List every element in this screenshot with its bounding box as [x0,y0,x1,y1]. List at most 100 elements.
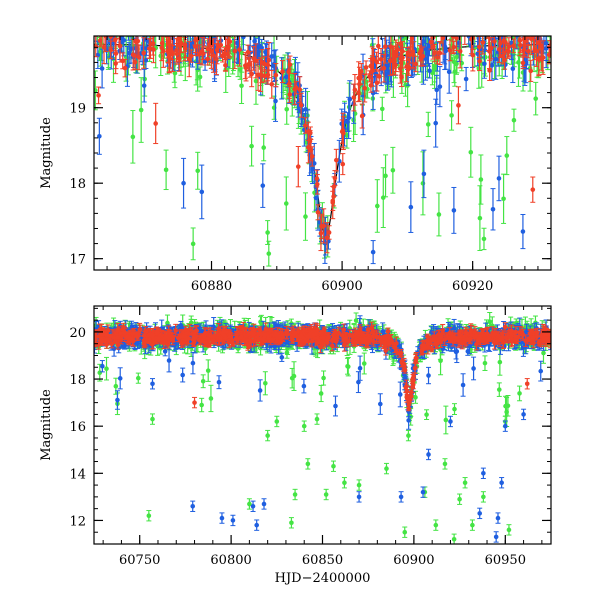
data-point [321,223,327,229]
data-point [163,167,169,173]
data-point [503,40,508,45]
data-point [95,30,100,35]
data-point [454,36,459,41]
data-point [543,24,548,29]
data-point [287,62,293,67]
data-point [220,53,225,59]
data-point [120,58,126,64]
data-point [451,44,456,50]
data-point [490,206,496,212]
data-point [367,74,372,79]
data-point [477,58,482,64]
data-point [431,31,436,36]
data-point [279,76,284,81]
data-point [489,63,495,68]
data-point [186,31,191,36]
data-point [130,52,136,58]
data-point [446,69,452,75]
data-point [243,63,248,68]
data-point [363,65,369,70]
data-point [516,31,521,36]
data-point [203,36,205,37]
data-point [443,417,449,423]
data-point [161,48,166,53]
data-point [138,107,144,113]
data-point [482,31,487,36]
data-point [181,29,186,34]
data-point [454,61,459,67]
data-point [510,23,515,28]
data-point [468,149,474,155]
data-point [298,102,304,108]
data-point [440,36,446,41]
data-point [530,15,535,20]
data-point [234,40,240,46]
data-point [407,52,413,58]
data-point [546,52,551,58]
data-point [205,46,211,52]
data-point [334,157,339,163]
y-tick-label: 18 [69,177,86,192]
data-point [195,168,201,174]
x-tick-label: 60880 [191,279,232,294]
data-point [547,22,552,27]
data-point [362,85,368,91]
data-point [356,90,361,96]
data-point [347,96,353,102]
data-point [477,215,483,221]
data-point [379,106,385,112]
data-point [122,65,128,71]
data-point [315,210,321,215]
data-point [99,49,104,55]
data-point [249,143,254,149]
data-point [241,36,246,40]
data-point [227,39,233,44]
data-point [261,145,267,150]
data-point [181,180,186,186]
data-point [399,74,404,80]
data-point [306,294,311,299]
data-point [113,29,118,34]
data-point [457,48,463,54]
data-point [332,175,338,181]
data-point [318,230,324,236]
data-point [249,71,254,77]
data-point [283,74,289,80]
data-point [531,25,536,30]
data-point [180,21,185,26]
data-point [518,42,523,48]
data-point [326,230,332,235]
data-point [413,61,419,67]
data-point [443,22,448,27]
data-point [478,177,484,182]
data-point [239,83,244,89]
data-point [470,52,476,58]
data-point [485,30,490,35]
data-point [94,28,99,33]
data-point [310,167,315,172]
data-point [374,203,380,209]
data-point [207,42,212,47]
data-point [487,68,492,73]
data-point [232,48,238,54]
data-point [378,56,384,62]
data-point [403,82,408,88]
data-point [447,48,453,53]
data-point [168,47,174,53]
data-point [471,21,476,26]
data-point [395,47,400,52]
data-point [211,53,216,58]
data-point [170,29,175,34]
y-tick-label: 19 [69,102,86,117]
data-point [176,56,182,61]
data-point [190,241,196,247]
data-point [497,359,503,365]
data-point [295,164,301,169]
data-point [359,113,365,119]
data-point [421,39,426,44]
data-point [199,189,205,195]
data-point [384,29,389,34]
data-point [420,181,426,186]
data-point [113,51,119,56]
top-y-axis-title: Magnitude [39,117,54,189]
